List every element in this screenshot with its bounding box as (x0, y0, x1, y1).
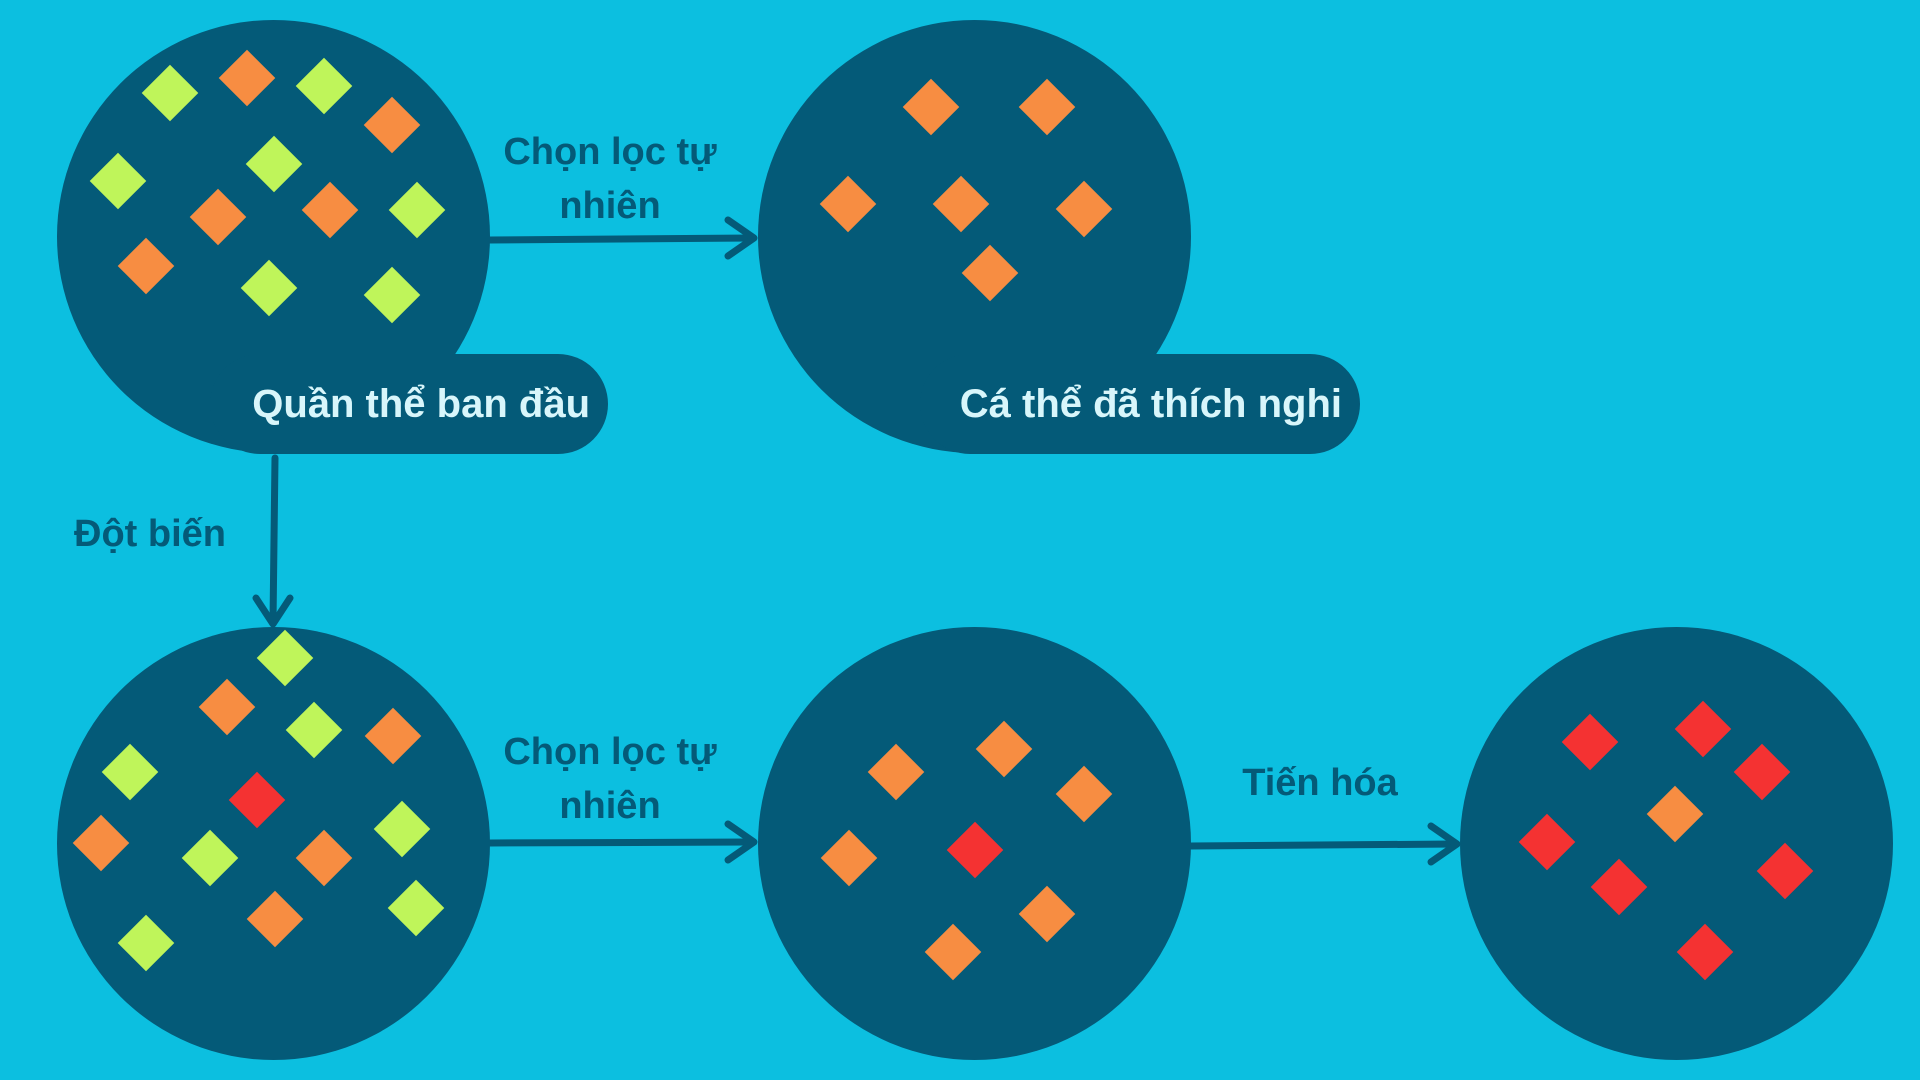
initial-population-label: Quần thể ban đầu (210, 354, 608, 454)
mutated-population-circle (57, 627, 490, 1060)
edge-label-evolution: Tiến hóa (1242, 762, 1398, 804)
edge-label-selection-top: Chọn lọc tự nhiên (503, 131, 717, 227)
edge-label-selection-bottom: Chọn lọc tự nhiên (503, 731, 717, 827)
arrow-selection-top (486, 216, 758, 260)
arrow-mutation (252, 454, 294, 628)
arrow-selection-bottom (486, 820, 758, 864)
arrow-evolution (1186, 822, 1461, 866)
adapted-label: Cá thể đã thích nghi (920, 354, 1360, 454)
edge-label-mutation: Đột biến (74, 513, 226, 555)
